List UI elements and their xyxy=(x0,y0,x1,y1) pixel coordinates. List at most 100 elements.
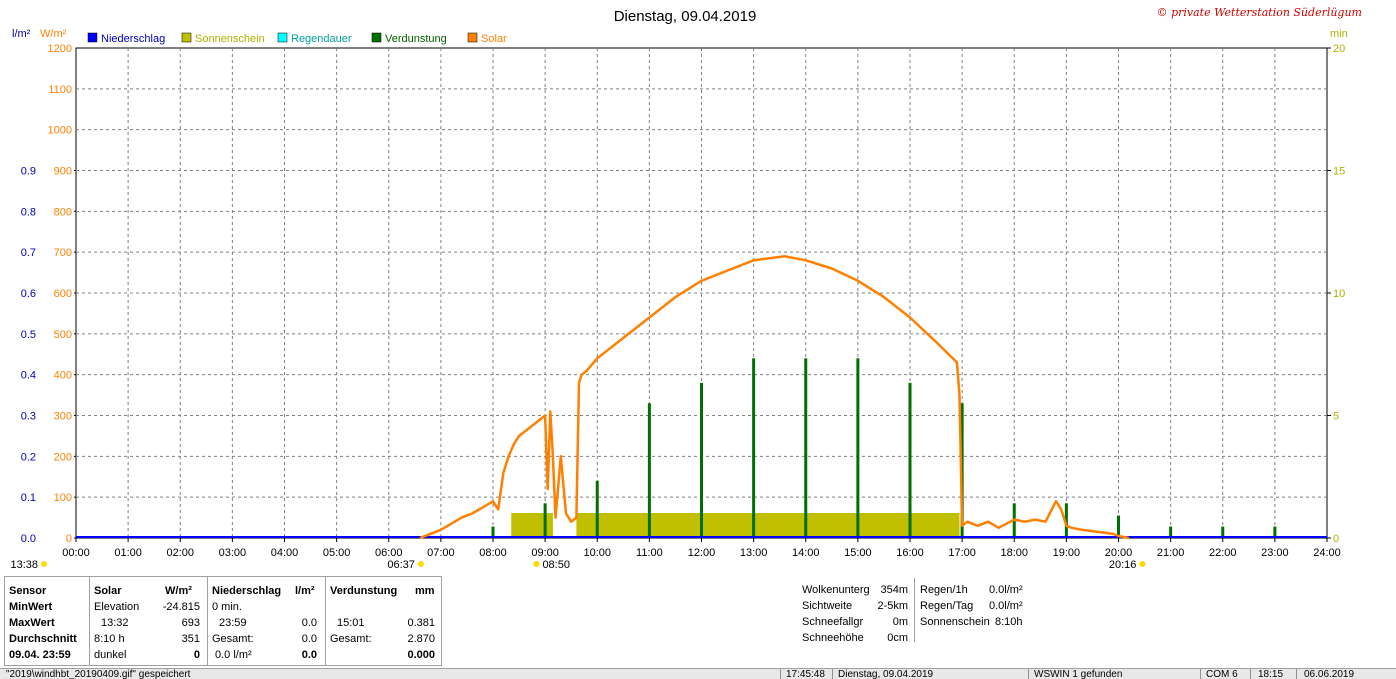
right-tick-label: 5 xyxy=(1333,411,1339,423)
regen-a3: Sonnenschein xyxy=(920,616,990,628)
x-tick-label: 14:00 xyxy=(792,547,820,559)
copyright-label: © private Wetterstation Süderlügum xyxy=(1157,6,1362,19)
x-tick-label: 06:00 xyxy=(375,547,403,559)
x-tick-label: 13:00 xyxy=(740,547,768,559)
x-tick-label: 16:00 xyxy=(896,547,924,559)
verdunstung-r4b: 0.000 xyxy=(407,649,435,661)
legend-sonnenschein-swatch xyxy=(181,32,192,43)
left-tick-label: 0.4 xyxy=(21,370,36,382)
verdunstung-bar xyxy=(908,382,912,538)
solar-r4a: dunkel xyxy=(94,649,127,661)
x-tick-label: 02:00 xyxy=(166,547,194,559)
status-device: WSWIN 1 gefunden xyxy=(1034,669,1123,679)
sensor-min: MinWert xyxy=(9,601,53,613)
wolken-a1: Wolkenunterg xyxy=(802,584,870,596)
niederschlag-r1a: 0 min. xyxy=(212,601,242,613)
chart-title: Dienstag, 09.04.2019 xyxy=(614,8,757,25)
left-tick-label: 0.7 xyxy=(21,247,36,259)
right-tick-label: 0 xyxy=(1333,533,1339,545)
sonnenschein-bar xyxy=(511,513,553,538)
solar-tick-label: 0 xyxy=(66,533,72,545)
x-tick-label: 22:00 xyxy=(1209,547,1237,559)
solar-r3b: 351 xyxy=(181,633,200,645)
x-tick-label: 19:00 xyxy=(1053,547,1081,559)
niederschlag-r2b: 0.0 xyxy=(301,617,317,629)
moon-set-label: 13:38 xyxy=(10,559,38,571)
solar-tick-label: 1000 xyxy=(48,125,72,137)
status-bar: "2019\windhbt_20190409.gif" gespeichert … xyxy=(0,668,1396,679)
solar-unit: W/m² xyxy=(165,585,192,597)
solar-r2b: 693 xyxy=(181,617,200,629)
x-tick-label: 15:00 xyxy=(844,547,872,559)
legend-verdunstung-label: Verdunstung xyxy=(385,33,447,45)
left-tick-label: 0.8 xyxy=(21,206,36,218)
left-tick-label: 0.1 xyxy=(21,492,36,504)
x-tick-label: 23:00 xyxy=(1261,547,1289,559)
legend-niederschlag-label: Niederschlag xyxy=(101,33,165,45)
wolken-a2: Sichtweite xyxy=(802,600,853,612)
x-tick-label: 10:00 xyxy=(583,547,611,559)
verdunstung-bar xyxy=(1064,503,1068,538)
left-tick-label: 0.6 xyxy=(21,288,36,300)
x-tick-label: 18:00 xyxy=(1000,547,1028,559)
solar-r1a: Elevation xyxy=(94,601,140,613)
solar-r4b: 0 xyxy=(193,649,200,661)
x-tick-label: 21:00 xyxy=(1157,547,1185,559)
solar-tick-label: 900 xyxy=(54,166,72,178)
legend-regendauer-swatch xyxy=(277,32,288,43)
verdunstung-bar xyxy=(856,358,860,538)
x-tick-label: 03:00 xyxy=(219,547,247,559)
x-tick-label: 20:00 xyxy=(1105,547,1133,559)
summary-panel: Sensor MinWert MaxWert Durchschnitt 09.0… xyxy=(0,572,1396,666)
solar-tick-label: 800 xyxy=(54,206,72,218)
right-unit-label: min xyxy=(1330,28,1348,40)
solar-r3a: 8:10 h xyxy=(94,633,125,645)
verdunstung-bar xyxy=(804,358,808,538)
wolken-a4: Schneehöhe xyxy=(802,632,864,644)
verdunstung-bar xyxy=(1273,526,1277,538)
solar-tick-label: 1200 xyxy=(48,43,72,55)
solar-r2a: 13:32 xyxy=(101,617,129,629)
wolken-b2: 2-5km xyxy=(877,600,908,612)
solar-header: Solar xyxy=(94,585,122,597)
x-tick-label: 09:00 xyxy=(531,547,559,559)
verdunstung-bar xyxy=(1221,526,1225,538)
status-today: 06.06.2019 xyxy=(1304,669,1355,679)
verdunstung-unit: mm xyxy=(415,585,435,597)
sunset-label: 20:16 xyxy=(1109,559,1137,571)
left-tick-label: 0.9 xyxy=(21,166,36,178)
verdunstung-bar xyxy=(595,480,599,538)
regen-b2: 0.0l/m² xyxy=(989,600,1023,612)
verdunstung-header: Verdunstung xyxy=(330,585,398,597)
niederschlag-unit: l/m² xyxy=(295,585,315,597)
solar-tick-label: 1100 xyxy=(48,84,72,96)
solar-tick-label: 100 xyxy=(54,492,72,504)
sonnenschein-bar xyxy=(576,513,960,538)
x-tick-label: 11:00 xyxy=(636,547,663,559)
verdunstung-r3b: 2.870 xyxy=(407,633,435,645)
right-tick-label: 15 xyxy=(1333,166,1345,178)
niederschlag-r3a: Gesamt: xyxy=(212,633,254,645)
legend: Niederschlag Sonnenschein Regendauer Ver… xyxy=(87,32,507,45)
legend-sonnenschein-label: Sonnenschein xyxy=(195,33,265,45)
verdunstung-bar xyxy=(647,403,651,538)
legend-niederschlag-swatch xyxy=(87,32,98,43)
niederschlag-r4a: 0.0 l/m² xyxy=(215,649,252,661)
verdunstung-bar xyxy=(543,503,547,538)
status-date: Dienstag, 09.04.2019 xyxy=(838,669,934,679)
solar-tick-label: 700 xyxy=(54,247,72,259)
niederschlag-header: Niederschlag xyxy=(212,585,282,597)
solar-r1b: -24.815 xyxy=(162,601,200,613)
sunrise-label: 06:37 xyxy=(387,559,415,571)
verdunstung-r3a: Gesamt: xyxy=(330,633,372,645)
niederschlag-r2a: 23:59 xyxy=(219,617,247,629)
x-tick-label: 00:00 xyxy=(62,547,90,559)
left-unit-label: l/m² xyxy=(12,28,31,40)
solar-tick-label: 600 xyxy=(54,288,72,300)
regen-a2: Regen/Tag xyxy=(920,600,974,612)
sunset-marker xyxy=(1139,561,1146,567)
niederschlag-r4b: 0.0 xyxy=(301,649,317,661)
regen-b1: 0.0l/m² xyxy=(989,584,1023,596)
left-tick-label: 0.5 xyxy=(21,329,36,341)
verdunstung-bar xyxy=(752,358,756,538)
